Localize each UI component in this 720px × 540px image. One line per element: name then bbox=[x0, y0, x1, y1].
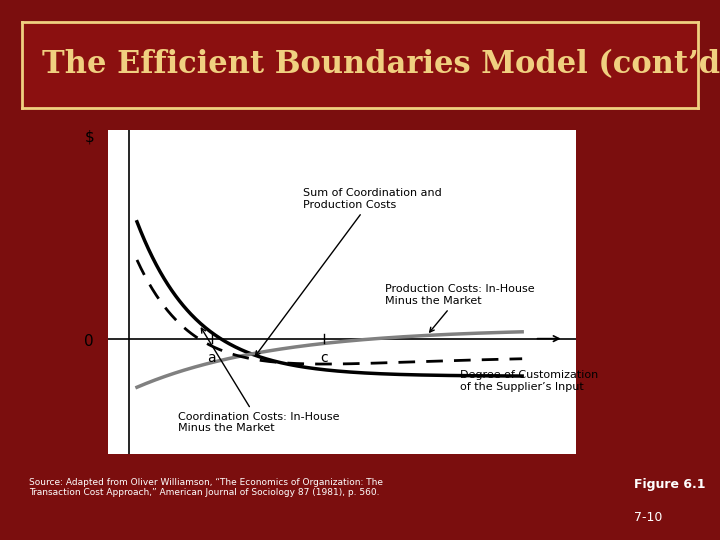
Text: $: $ bbox=[84, 130, 94, 145]
Text: c: c bbox=[320, 351, 328, 365]
Text: 0: 0 bbox=[84, 334, 94, 349]
Text: Degree of Customization
of the Supplier’s Input: Degree of Customization of the Supplier’… bbox=[460, 370, 598, 392]
Text: Source: Adapted from Oliver Williamson, “The Economics of Organization: The
Tran: Source: Adapted from Oliver Williamson, … bbox=[29, 478, 383, 497]
Text: 7-10: 7-10 bbox=[634, 511, 662, 524]
Text: Production Costs: In-House
Minus the Market: Production Costs: In-House Minus the Mar… bbox=[385, 284, 535, 332]
Text: Sum of Coordination and
Production Costs: Sum of Coordination and Production Costs bbox=[256, 188, 441, 356]
Text: Figure 6.1: Figure 6.1 bbox=[634, 478, 705, 491]
Text: a: a bbox=[207, 351, 216, 365]
Text: Coordination Costs: In-House
Minus the Market: Coordination Costs: In-House Minus the M… bbox=[179, 328, 340, 434]
Text: The Efficient Boundaries Model (cont’d): The Efficient Boundaries Model (cont’d) bbox=[42, 49, 720, 80]
